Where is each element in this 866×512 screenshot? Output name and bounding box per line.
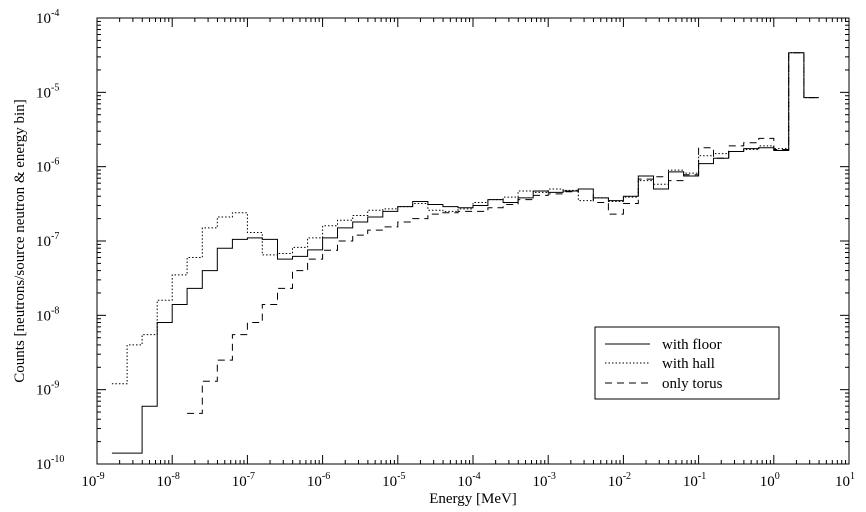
x-tick-label: 10-4 (457, 471, 480, 490)
x-tick-label: 10-1 (683, 471, 706, 490)
y-tick-label: 10-8 (36, 305, 59, 324)
x-tick-label: 10-9 (81, 471, 104, 490)
y-tick-labels: 10-10 10-9 10-8 10-7 10-6 10-5 10-4 (36, 8, 64, 473)
x-tick-labels: 10-9 10-8 10-7 10-6 10-5 10-4 10-3 10-2 10-1 100 1… (81, 471, 855, 490)
legend: with floor with hall only torus (594, 326, 780, 400)
y-tick-label: 10-9 (36, 380, 59, 399)
legend-label-only-torus: only torus (662, 376, 723, 392)
series-group (111, 52, 819, 454)
x-tick-label: 101 (835, 471, 855, 490)
x-tick-label: 10-2 (608, 471, 631, 490)
x-tick-label: 10-3 (533, 471, 556, 490)
y-tick-label: 10-7 (36, 231, 59, 250)
y-tick-label: 10-6 (36, 157, 59, 176)
x-tick-label: 100 (760, 471, 780, 490)
x-tick-label: 10-5 (382, 471, 405, 490)
y-tick-label: 10-10 (36, 454, 64, 473)
y-tick-label: 10-5 (36, 82, 59, 101)
legend-label-with-floor: with floor (662, 337, 722, 353)
series-only-torus (187, 52, 819, 414)
legend-label-with-hall: with hall (662, 356, 715, 372)
x-axis-label: Energy [MeV] (429, 491, 517, 507)
legend-box (594, 326, 780, 400)
y-tick-label: 10-4 (36, 8, 59, 27)
axis-ticks (96, 17, 850, 465)
x-tick-label: 10-8 (157, 471, 180, 490)
x-tick-label: 10-6 (307, 471, 330, 490)
y-axis-label: Counts [neutrons/source neutron & energy… (12, 99, 28, 382)
x-tick-label: 10-7 (232, 471, 255, 490)
